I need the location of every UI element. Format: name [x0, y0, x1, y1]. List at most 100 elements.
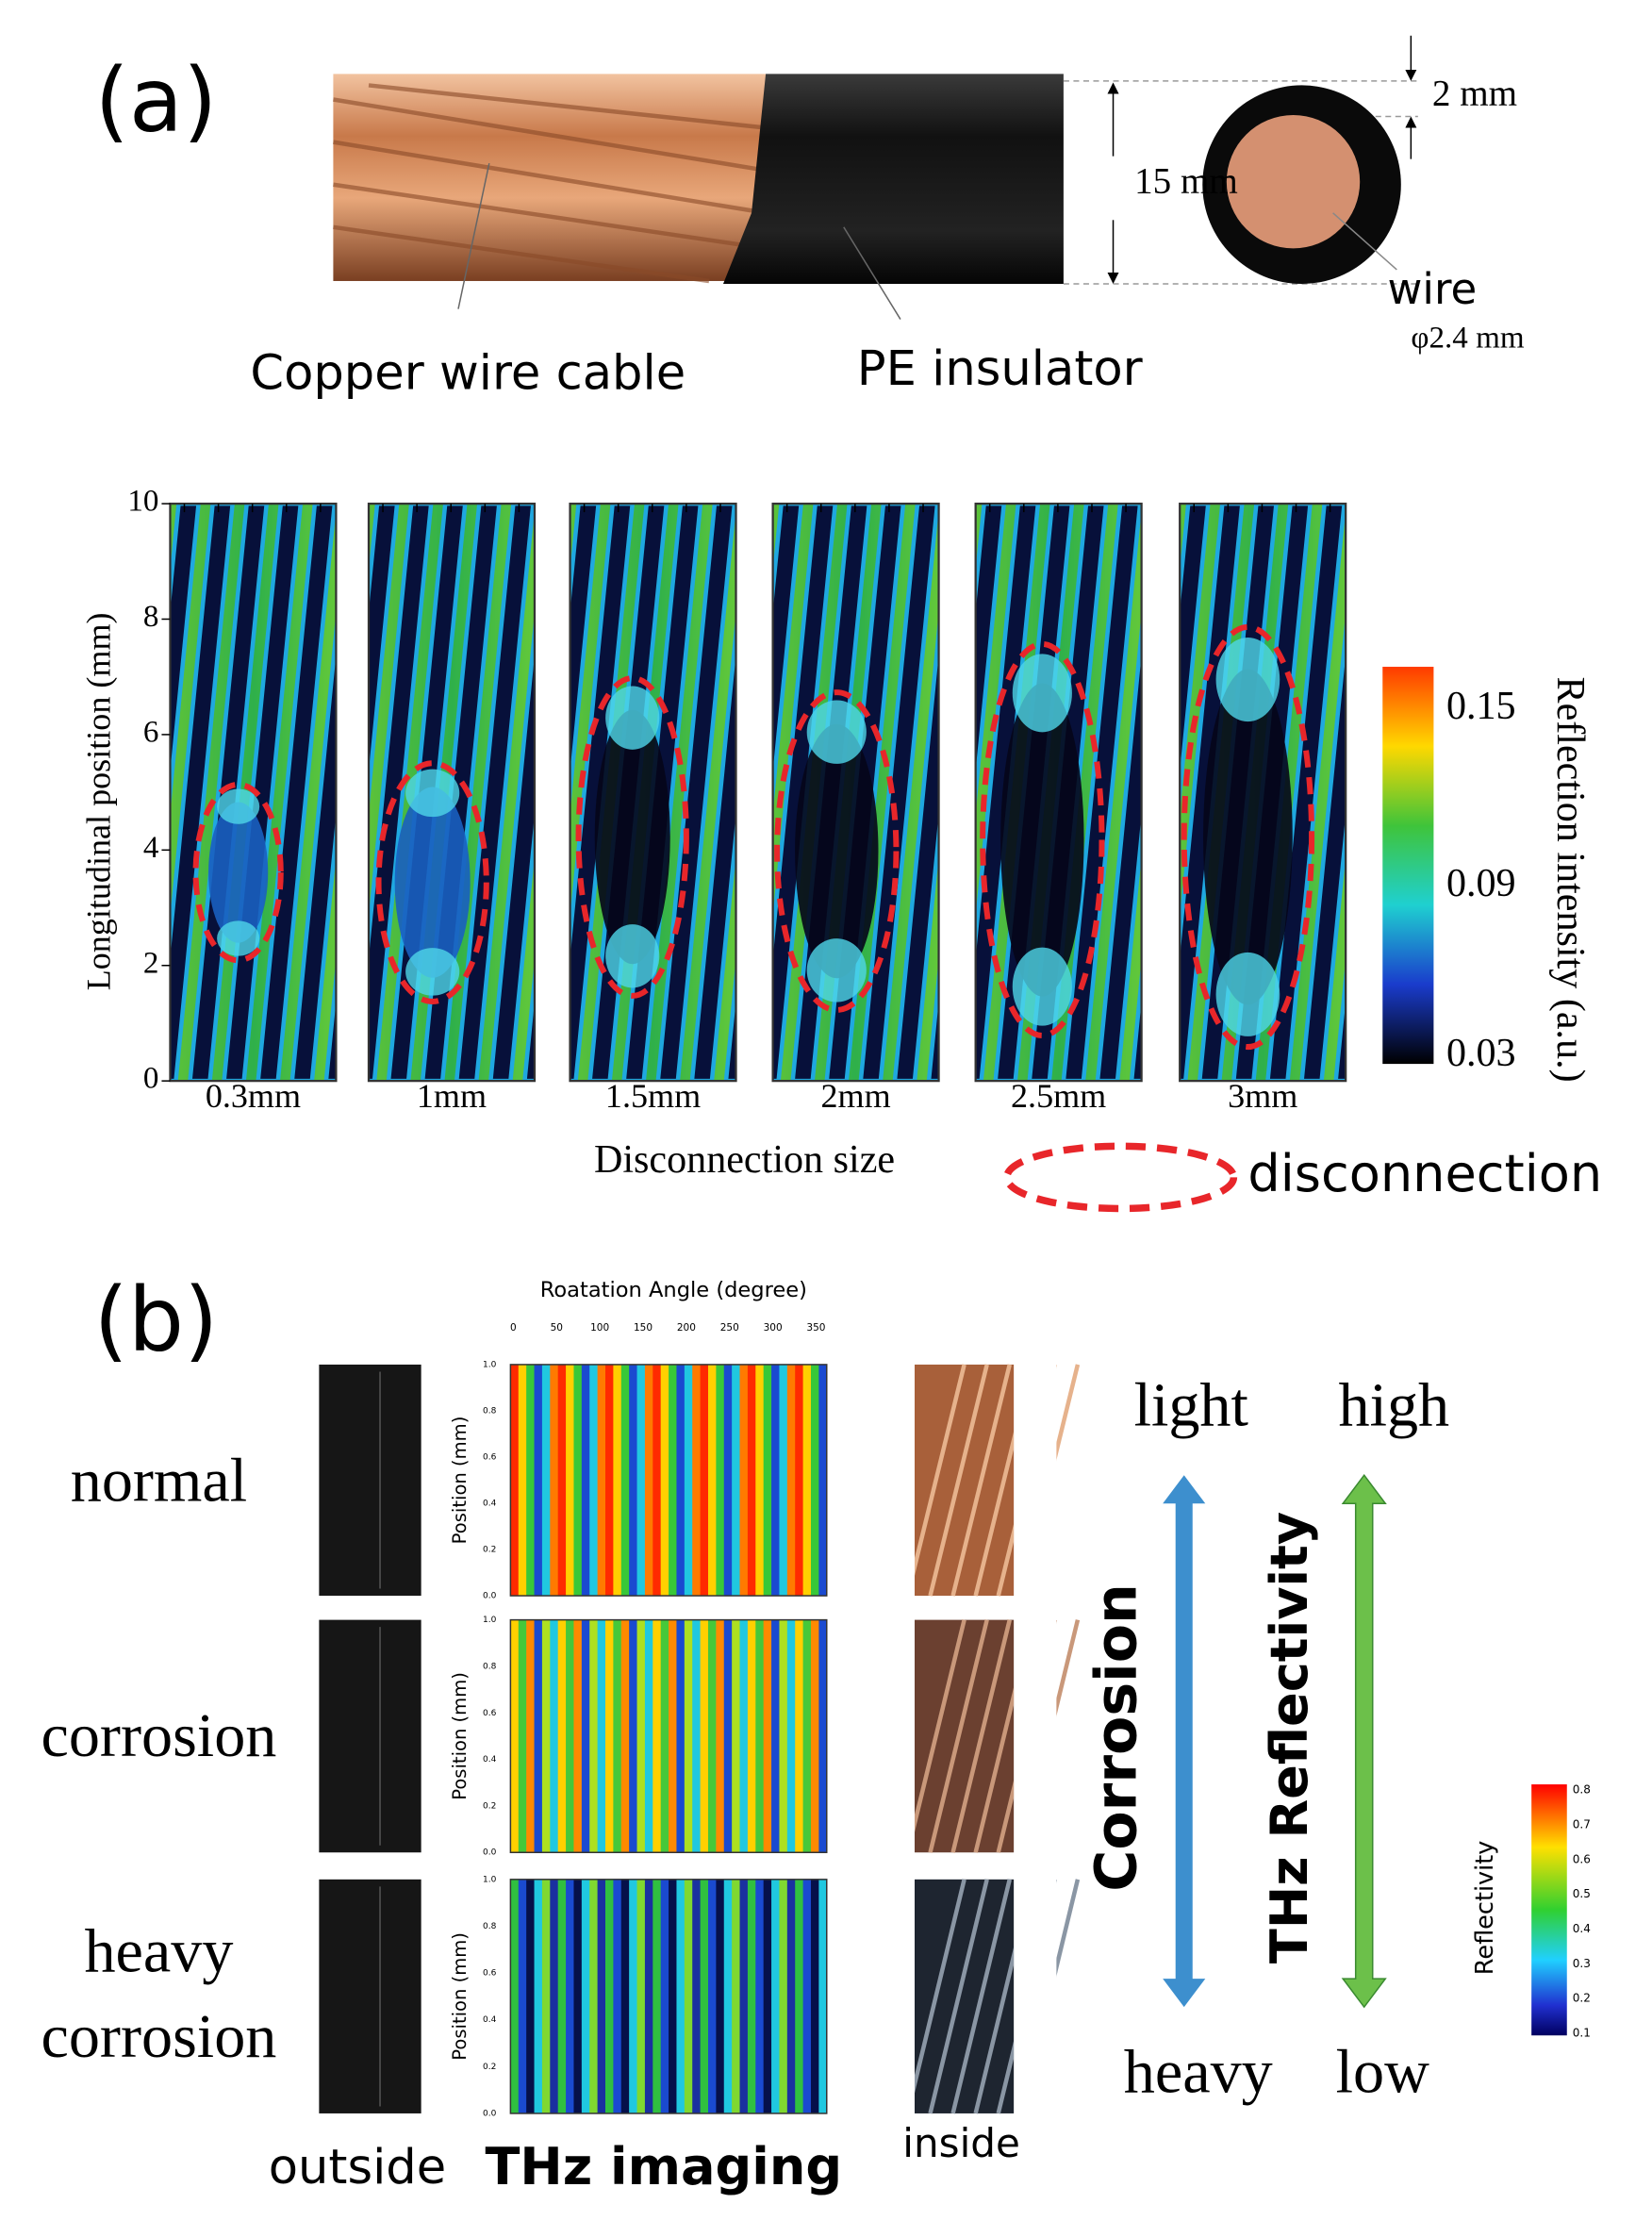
- stripe: [1129, 957, 1142, 1082]
- strands: [333, 83, 767, 284]
- label: corrosion: [41, 1701, 276, 1770]
- label: 250: [720, 1322, 739, 1334]
- thz-stripe: [786, 1619, 796, 1853]
- label: 0.4: [483, 1499, 497, 1508]
- label: disconnection: [1247, 1144, 1602, 1203]
- thz-stripe: [636, 1364, 646, 1597]
- thz-stripe: [550, 1619, 559, 1853]
- label: 2mm: [820, 1077, 890, 1115]
- label: 0.2: [1573, 1992, 1591, 2005]
- thz-stripe: [669, 1619, 677, 1853]
- thz-stripe: [660, 1364, 669, 1597]
- thz-stripe: [732, 1364, 740, 1597]
- thz-stripe: [518, 1619, 527, 1853]
- label: 350: [806, 1322, 825, 1334]
- label: 200: [677, 1322, 696, 1334]
- inside-mask: [871, 1361, 915, 1599]
- thz-stripe: [653, 1879, 662, 2113]
- frame: [509, 1364, 828, 1597]
- defect: [594, 709, 670, 965]
- label: 0.6: [483, 1709, 497, 1718]
- defect-edge: [1215, 952, 1280, 1036]
- defect-edge: [217, 788, 260, 824]
- thz-stripe: [620, 1619, 630, 1853]
- frame: [509, 1618, 828, 1854]
- defect-edge: [1012, 654, 1072, 733]
- defect: [394, 787, 471, 978]
- thz-stripe: [534, 1364, 543, 1597]
- thz-stripe: [613, 1619, 622, 1853]
- thz-stripe: [573, 1619, 583, 1853]
- label: 150: [634, 1322, 653, 1334]
- leader: [843, 226, 901, 320]
- thz-stripe: [747, 1364, 756, 1597]
- defect-edge: [1215, 638, 1280, 722]
- thz-stripe: [795, 1879, 804, 2113]
- label: 0.09: [1446, 861, 1516, 905]
- thz-stripe: [763, 1364, 772, 1597]
- thz-stripe: [786, 1879, 796, 2113]
- defect: [795, 723, 879, 979]
- label: Corrosion: [1084, 1583, 1150, 1892]
- defect: [208, 802, 269, 943]
- label: Longitudinal position (mm): [80, 612, 118, 990]
- inside-strand: [950, 1879, 1012, 2114]
- label: 1.5mm: [605, 1077, 701, 1115]
- thz-stripe: [526, 1619, 535, 1853]
- label: 0.8: [1573, 1783, 1591, 1797]
- label: 0.1: [1573, 2026, 1591, 2039]
- thz-stripe: [723, 1364, 733, 1597]
- inside-strand: [928, 1879, 989, 2114]
- label: 0.8: [483, 1922, 497, 1931]
- defect-edge: [405, 769, 460, 818]
- leader: [1332, 212, 1397, 271]
- thz-stripe: [716, 1364, 725, 1597]
- thz-stripe: [653, 1364, 662, 1597]
- thz-stripe: [581, 1364, 590, 1597]
- thz-stripe: [597, 1879, 606, 2113]
- thz-stripe: [795, 1619, 804, 1853]
- label: 50: [551, 1322, 563, 1334]
- thz-stripe: [589, 1619, 599, 1853]
- label: 0.8: [483, 1406, 497, 1416]
- thz-stripe: [566, 1364, 574, 1597]
- inside-strand: [928, 1364, 989, 1597]
- thz-stripe: [604, 1879, 614, 2113]
- label: light: [1134, 1371, 1248, 1440]
- label: 0.2: [483, 1546, 496, 1555]
- inside-strand: [928, 1619, 989, 1853]
- label: THz Reflectivity: [1260, 1512, 1319, 1964]
- outside-photo: [319, 1364, 421, 1597]
- thz-stripe: [692, 1619, 702, 1853]
- thz-stripe: [739, 1619, 749, 1853]
- thz-stripe: [541, 1879, 551, 2113]
- stripe: [488, 611, 535, 1082]
- thz-stripe: [739, 1364, 749, 1597]
- thz-stripe: [739, 1879, 749, 2113]
- label: 1.0: [483, 1875, 497, 1884]
- label: 0.15: [1446, 684, 1516, 728]
- label: 0.0: [483, 2109, 497, 2118]
- thz-stripe: [786, 1364, 796, 1597]
- legend-ellipse: [1002, 1142, 1238, 1213]
- label: 0.2: [483, 1801, 496, 1811]
- label: THz imaging: [485, 2137, 842, 2196]
- thz-stripe: [818, 1364, 828, 1597]
- stripe: [1265, 504, 1346, 1082]
- label: heavy: [84, 1917, 233, 1986]
- defect-edge: [605, 686, 660, 750]
- thz-stripe: [692, 1364, 702, 1597]
- stripe: [256, 504, 337, 1082]
- thz-stripe: [723, 1879, 733, 2113]
- label: Reflectivity: [1471, 1841, 1499, 1976]
- thz-stripe: [510, 1879, 520, 2113]
- thz-stripe: [763, 1879, 772, 2113]
- colorbar: [1382, 667, 1434, 1065]
- defect-edge: [405, 948, 460, 996]
- label: outside: [269, 2140, 446, 2196]
- label: 0.3: [1573, 1957, 1591, 1970]
- disconnection-ring: [980, 640, 1105, 1039]
- thz-stripe: [534, 1879, 543, 2113]
- defect: [1000, 683, 1084, 997]
- thz-stripe: [684, 1619, 693, 1853]
